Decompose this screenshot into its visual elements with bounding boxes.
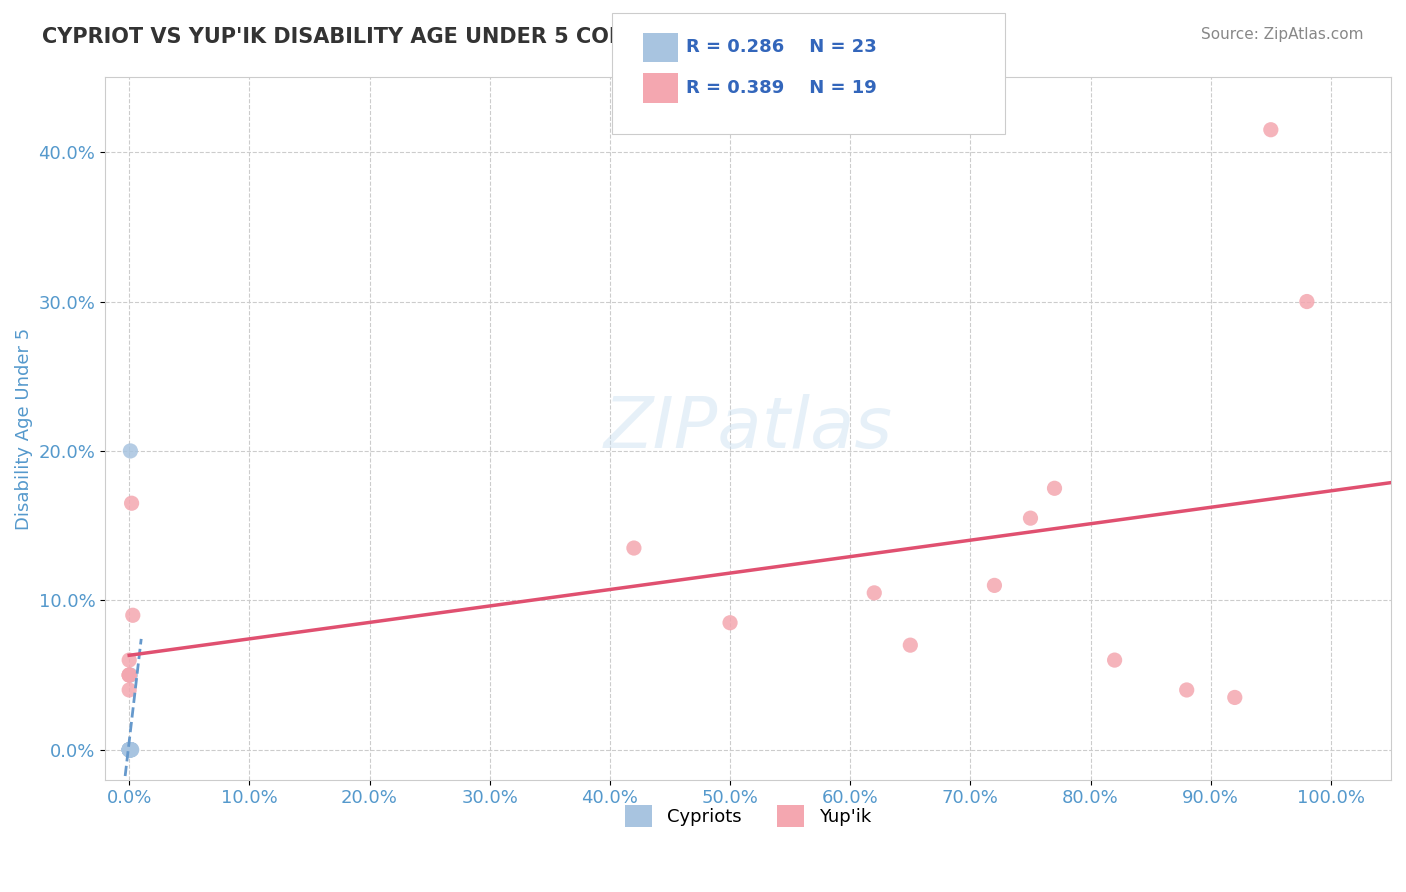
Point xyxy=(1260,122,1282,136)
Point xyxy=(118,743,141,757)
Point xyxy=(120,743,142,757)
Point xyxy=(118,743,141,757)
Point xyxy=(120,743,142,757)
Point xyxy=(118,743,141,757)
Point xyxy=(898,638,921,652)
Text: ZIPatlas: ZIPatlas xyxy=(603,394,893,463)
Point xyxy=(118,668,141,682)
Point xyxy=(718,615,741,630)
Point xyxy=(120,743,142,757)
Text: R = 0.389    N = 19: R = 0.389 N = 19 xyxy=(686,79,877,97)
Point xyxy=(118,668,141,682)
Text: CYPRIOT VS YUP'IK DISABILITY AGE UNDER 5 CORRELATION CHART: CYPRIOT VS YUP'IK DISABILITY AGE UNDER 5… xyxy=(42,27,825,46)
Point xyxy=(121,743,143,757)
Point xyxy=(120,668,142,682)
Point xyxy=(118,683,141,698)
Point xyxy=(121,743,143,757)
Point xyxy=(983,578,1005,592)
Point xyxy=(120,444,142,458)
Point xyxy=(863,586,886,600)
Point xyxy=(118,668,141,682)
Point xyxy=(120,743,142,757)
Point xyxy=(120,743,142,757)
Point xyxy=(118,743,141,757)
Point xyxy=(121,496,143,510)
Text: R = 0.286    N = 23: R = 0.286 N = 23 xyxy=(686,38,877,56)
Point xyxy=(120,743,142,757)
Point xyxy=(1019,511,1042,525)
Text: Source: ZipAtlas.com: Source: ZipAtlas.com xyxy=(1201,27,1364,42)
Point xyxy=(120,743,142,757)
Point xyxy=(120,743,142,757)
Point xyxy=(121,608,143,623)
Point xyxy=(623,541,645,555)
Point xyxy=(118,743,141,757)
Point xyxy=(120,743,142,757)
Point xyxy=(118,743,141,757)
Point xyxy=(1043,481,1066,495)
Point xyxy=(1223,690,1246,705)
Point xyxy=(1104,653,1126,667)
Point xyxy=(120,743,142,757)
Point xyxy=(1296,294,1319,309)
Y-axis label: Disability Age Under 5: Disability Age Under 5 xyxy=(15,327,32,530)
Point xyxy=(120,743,142,757)
Point xyxy=(1175,683,1198,698)
Point xyxy=(118,743,141,757)
Point xyxy=(118,653,141,667)
Point xyxy=(120,743,142,757)
Legend: Cypriots, Yup'ik: Cypriots, Yup'ik xyxy=(617,797,879,834)
